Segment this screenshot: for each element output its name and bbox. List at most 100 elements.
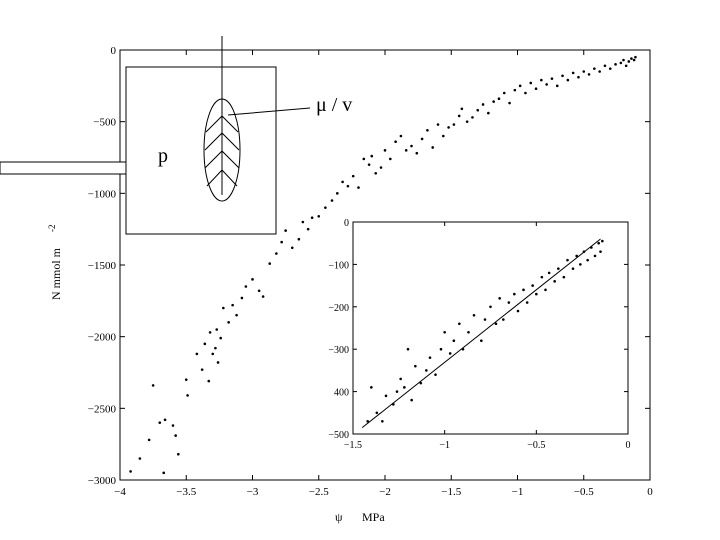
main-x-tick-label: −1 bbox=[512, 486, 524, 498]
main-y-tick-label: −1000 bbox=[88, 188, 117, 200]
main-data-point bbox=[614, 63, 617, 66]
main-data-point bbox=[582, 70, 586, 73]
main-data-point bbox=[529, 81, 533, 85]
main-data-point bbox=[184, 378, 188, 381]
main-data-point bbox=[203, 342, 207, 346]
main-data-point bbox=[457, 114, 461, 118]
inset-data-point bbox=[553, 280, 556, 283]
main-data-point bbox=[158, 421, 162, 424]
inset-data-point bbox=[531, 284, 534, 287]
main-data-point bbox=[174, 434, 177, 437]
main-data-point bbox=[129, 470, 132, 473]
inset-data-point bbox=[562, 275, 566, 279]
inset-data-point bbox=[375, 411, 379, 415]
main-data-point bbox=[367, 163, 371, 166]
main-data-point bbox=[476, 108, 480, 112]
inset-data-point bbox=[579, 263, 582, 266]
diagram-box bbox=[125, 66, 277, 235]
inset-data-point bbox=[489, 305, 492, 309]
inset-data-point bbox=[544, 288, 547, 292]
main-y-tick-label: −3000 bbox=[88, 475, 117, 487]
inset-data-point bbox=[480, 339, 483, 343]
main-data-point bbox=[195, 352, 199, 356]
leaf-vein bbox=[204, 132, 240, 151]
inset-data-point bbox=[483, 318, 487, 321]
main-x-tick-label: −3 bbox=[247, 486, 259, 498]
main-x-tick-label: −1.5 bbox=[441, 486, 461, 498]
main-data-point bbox=[561, 74, 564, 78]
main-data-point bbox=[634, 55, 637, 59]
inset-data-point bbox=[540, 275, 544, 279]
inset-data-point bbox=[458, 322, 461, 326]
main-data-point bbox=[404, 149, 408, 152]
main-data-point bbox=[598, 70, 601, 73]
main-data-point bbox=[624, 64, 628, 68]
leaf-outline bbox=[203, 98, 241, 202]
main-data-point bbox=[566, 78, 570, 82]
inset-data-point bbox=[582, 250, 586, 253]
main-data-point bbox=[171, 424, 175, 427]
main-data-point bbox=[268, 262, 272, 265]
main-data-point bbox=[297, 237, 301, 241]
inset-data-point bbox=[406, 347, 410, 351]
main-data-point bbox=[208, 331, 212, 334]
main-data-point bbox=[306, 227, 310, 231]
inset-y-tick-label: 400 bbox=[334, 388, 349, 399]
main-x-tick-label: 0 bbox=[647, 486, 653, 498]
inset-data-point bbox=[525, 301, 529, 304]
inset-data-point bbox=[410, 398, 413, 402]
main-data-point bbox=[317, 214, 321, 218]
inset-data-point bbox=[443, 330, 446, 334]
inset-x-tick-label: −1 bbox=[439, 440, 450, 451]
main-data-point bbox=[410, 144, 413, 148]
main-data-point bbox=[420, 137, 424, 141]
inset-data-point bbox=[448, 352, 452, 355]
main-data-point bbox=[370, 154, 374, 158]
inset-data-point bbox=[419, 381, 423, 385]
main-data-point bbox=[351, 174, 355, 178]
main-data-point bbox=[426, 128, 429, 132]
inset-data-point bbox=[516, 309, 520, 313]
inset-data-point bbox=[472, 313, 476, 317]
main-data-point bbox=[593, 67, 596, 70]
inset-data-point bbox=[601, 239, 604, 243]
inset-data-point bbox=[547, 271, 551, 275]
inset-data-point bbox=[395, 390, 399, 393]
inset-data-point bbox=[566, 258, 569, 262]
inset-data-point bbox=[392, 403, 395, 406]
main-data-point bbox=[550, 77, 554, 80]
main-data-point bbox=[508, 101, 511, 105]
inset-data-point bbox=[502, 318, 505, 321]
main-data-point bbox=[452, 123, 456, 126]
y-axis-label: N mmol m bbox=[49, 247, 63, 300]
label-mu-v: μ / v bbox=[316, 94, 352, 116]
inset-y-tick-label: 0 bbox=[344, 218, 349, 229]
main-data-point bbox=[399, 134, 403, 138]
main-data-point bbox=[619, 61, 623, 65]
main-data-point bbox=[460, 107, 464, 111]
inset-data-point bbox=[586, 258, 589, 262]
inset-y-tick-label: −300 bbox=[328, 345, 349, 356]
main-data-point bbox=[436, 123, 440, 126]
main-y-tick-label: −2500 bbox=[88, 403, 117, 415]
main-data-point bbox=[389, 157, 392, 161]
main-y-tick-label: 0 bbox=[111, 45, 117, 57]
leaf-vein bbox=[205, 115, 239, 133]
inset-axis-ticks: −1.5 −1 −0.5 0 0 −100 −200 −300 400 −500 bbox=[328, 218, 630, 451]
main-data-point bbox=[362, 157, 366, 161]
main-data-point bbox=[163, 418, 167, 422]
main-data-point bbox=[497, 97, 501, 101]
leaf-vein bbox=[206, 169, 238, 187]
main-data-point bbox=[336, 192, 339, 195]
main-data-point bbox=[200, 368, 204, 371]
main-data-point bbox=[571, 71, 575, 75]
main-data-point bbox=[207, 379, 211, 383]
inset-x-tick-label: 0 bbox=[626, 440, 631, 451]
main-data-point bbox=[630, 57, 633, 60]
inset-data-point bbox=[590, 246, 593, 249]
main-data-point bbox=[151, 384, 155, 387]
main-axis-ticks: −4 −3.5 −3 −2.5 −2 −1.5 −1 −0.5 00−500−1000−1500… bbox=[88, 45, 653, 498]
inset-data-point bbox=[498, 297, 501, 300]
main-data-point bbox=[261, 295, 265, 298]
